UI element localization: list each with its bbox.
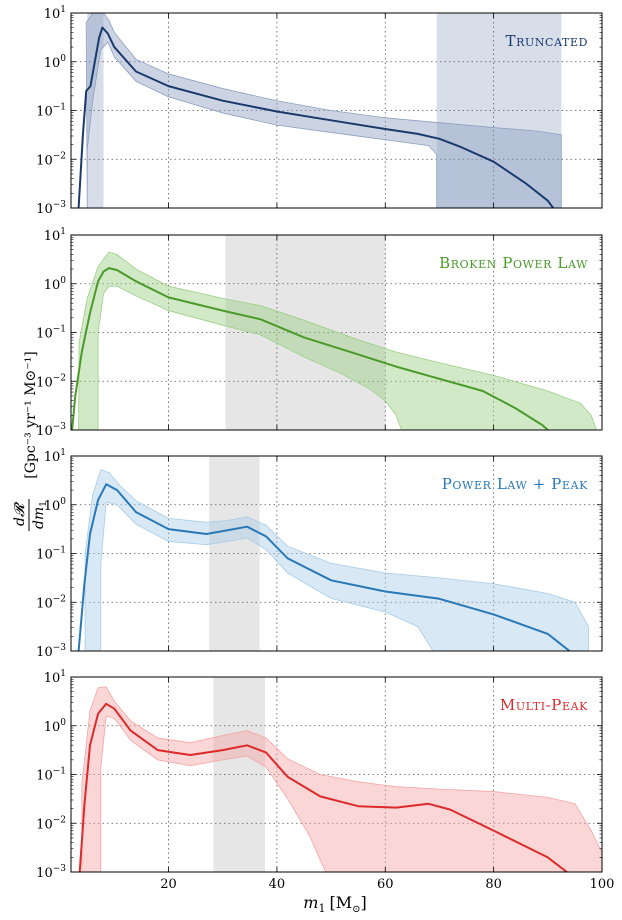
x-axis-label: m1 [M⊙] <box>303 893 366 915</box>
credible-band <box>85 13 562 208</box>
median-line <box>77 483 571 651</box>
y-tick-label: 10−2 <box>36 373 66 390</box>
axis-labels-group: m1 [M⊙] d𝓡 dm1 [Gpc⁻³ yr⁻¹ M⊙⁻¹] <box>12 351 367 915</box>
y-tick-label: 100 <box>44 54 67 71</box>
y-tick-label: 10−3 <box>36 864 66 881</box>
y-tick-label: 10−3 <box>36 422 66 439</box>
panel-1: 101 100 10−1 10−2 10−3 Truncated <box>36 5 603 217</box>
y-tick-label: 10−1 <box>36 103 66 120</box>
panel-title: Power Law + Peak <box>442 475 588 493</box>
y-tick-label: 10−2 <box>36 815 66 832</box>
x-tick-label: 80 <box>485 877 502 892</box>
y-tick-label: 10−3 <box>36 643 66 660</box>
y-tick-label: 10−1 <box>36 767 66 784</box>
y-tick-label: 101 <box>44 227 66 244</box>
y-tick-label: 10−3 <box>36 200 66 217</box>
x-tick-label: 60 <box>377 877 394 892</box>
x-tick-label: 100 <box>590 877 615 892</box>
panel-4: 101 100 10−1 10−2 10−3 Multi-Peak <box>36 669 603 881</box>
median-line <box>78 702 568 872</box>
y-tick-label: 10−2 <box>36 151 66 168</box>
panel-title: Multi-Peak <box>500 696 588 714</box>
panel-title: Broken Power Law <box>439 254 588 272</box>
y-label-units: [Gpc⁻³ yr⁻¹ M⊙⁻¹] <box>23 351 39 478</box>
y-label-numerator: d𝓡 <box>12 501 28 526</box>
panels-group: 101 100 10−1 10−2 10−3 Truncated 101 100 10−1 10−… <box>36 5 614 892</box>
x-tick-label: 20 <box>160 877 177 892</box>
median-line <box>71 267 549 430</box>
credible-band <box>81 686 602 872</box>
y-label-denominator: dm1 <box>31 501 49 529</box>
credible-band <box>84 469 589 651</box>
panel-title: Truncated <box>505 32 588 50</box>
y-tick-label: 10−2 <box>36 594 66 611</box>
x-tick-label: 40 <box>269 877 286 892</box>
y-tick-label: 100 <box>44 497 67 514</box>
y-tick-label: 10−1 <box>36 546 66 563</box>
y-tick-label: 100 <box>44 276 67 293</box>
y-tick-label: 10−1 <box>36 325 66 342</box>
median-line <box>77 26 555 208</box>
y-tick-label: 100 <box>44 718 67 735</box>
panel-3: 101 100 10−1 10−2 10−3 Power Law + Peak <box>36 448 603 660</box>
y-tick-label: 101 <box>44 448 66 465</box>
y-tick-label: 101 <box>44 5 66 22</box>
credible-band <box>78 251 598 430</box>
shaded-region-1 <box>213 677 265 872</box>
y-tick-label: 101 <box>44 669 66 686</box>
y-axis-label: d𝓡 dm1 [Gpc⁻³ yr⁻¹ M⊙⁻¹] <box>12 351 49 531</box>
panel-2: 101 100 10−1 10−2 10−3 Broken Power Law <box>36 227 603 439</box>
